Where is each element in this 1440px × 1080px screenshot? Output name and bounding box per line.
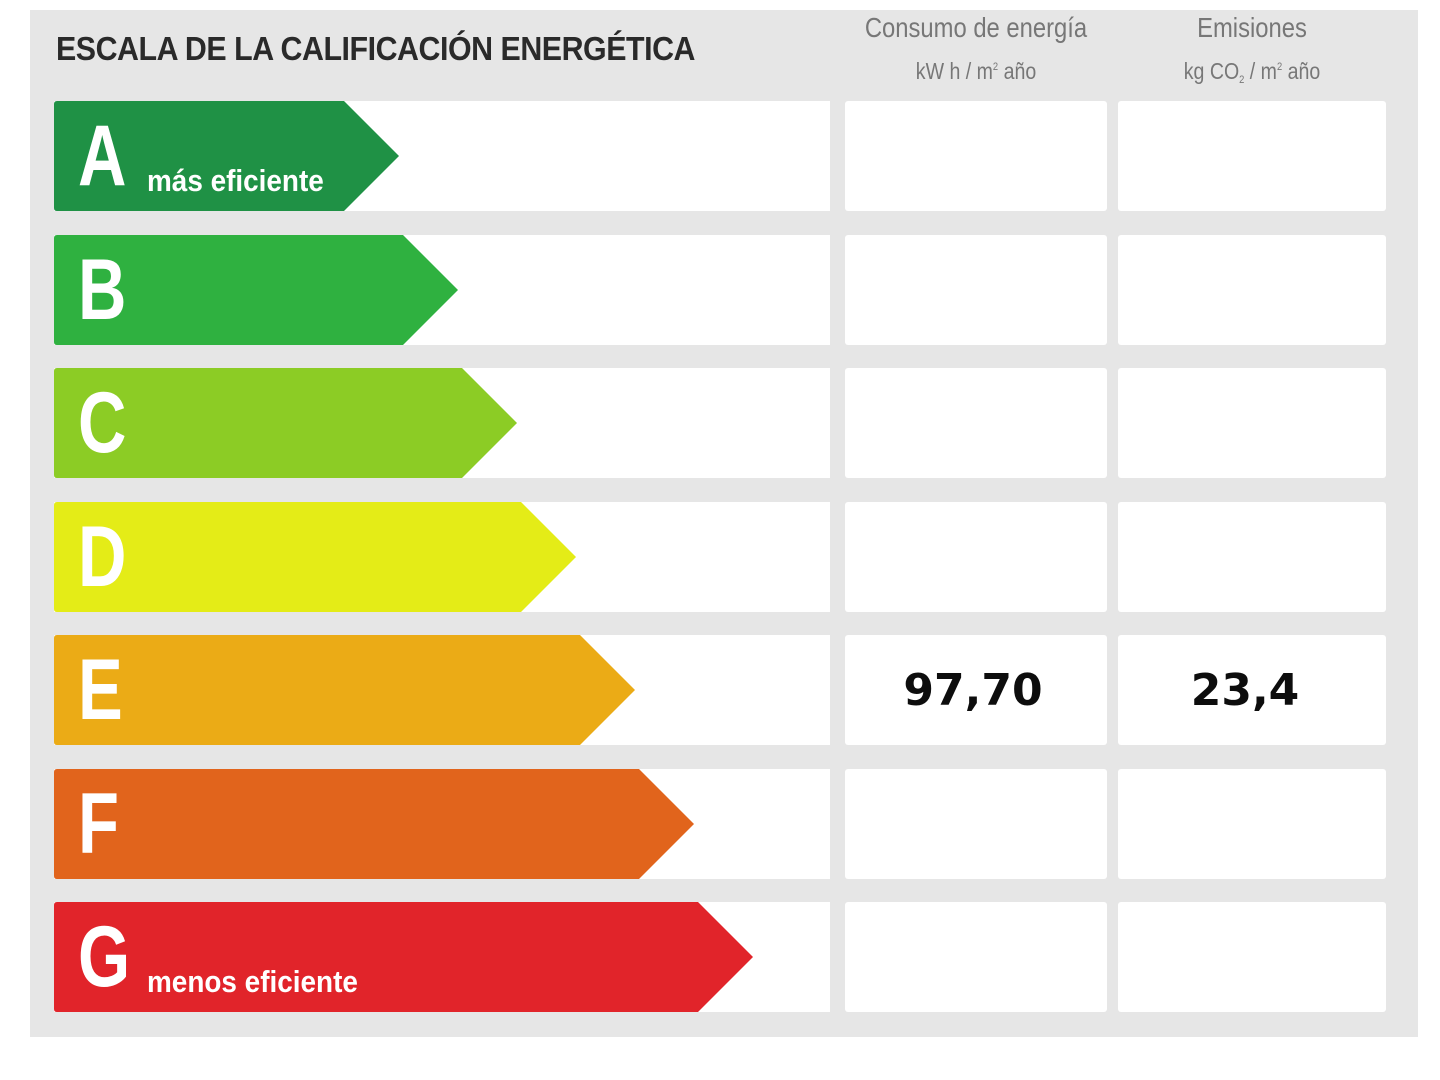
rating-arrow-shape	[54, 502, 576, 612]
emissions-cell	[1118, 769, 1386, 879]
rating-row-e: E 97,70 23,4	[0, 635, 1440, 745]
emissions-cell	[1118, 368, 1386, 478]
emissions-column-unit: kg CO2 / m2 año	[1183, 58, 1321, 86]
rating-letter: G	[78, 909, 131, 1005]
energy-consumption-cell: 97,70	[845, 635, 1107, 745]
rating-arrow-b: B	[0, 235, 460, 345]
energy-consumption-cell	[845, 368, 1107, 478]
rating-arrow-c: C	[0, 368, 519, 478]
energy-consumption-cell	[845, 101, 1107, 211]
rating-arrow-e: E	[0, 635, 637, 745]
emissions-cell	[1118, 235, 1386, 345]
emissions-cell: 23,4	[1118, 635, 1386, 745]
energy-column-title: Consumo de energía	[864, 12, 1088, 43]
rating-arrow-label: menos eficiente	[147, 964, 358, 999]
energy-consumption-cell	[845, 769, 1107, 879]
rating-arrow-shape	[54, 769, 694, 879]
rating-letter: B	[78, 242, 127, 338]
rating-arrow-shape	[54, 101, 399, 211]
rating-letter: D	[78, 509, 127, 605]
emissions-column-header: Emisiones kg CO2 / m2 año	[1118, 12, 1386, 95]
energy-column-header: Consumo de energía kW h / m2 año	[845, 12, 1107, 86]
page-title: ESCALA DE LA CALIFICACIÓN ENERGÉTICA	[56, 30, 695, 67]
rating-letter: F	[78, 776, 119, 872]
energy-consumption-cell	[845, 902, 1107, 1012]
energy-consumption-cell	[845, 235, 1107, 345]
energy-column-unit: kW h / m2 año	[915, 58, 1037, 84]
energy-consumption-value: 97,70	[903, 664, 1043, 716]
emissions-cell	[1118, 101, 1386, 211]
energy-consumption-cell	[845, 502, 1107, 612]
rating-arrow-label: más eficiente	[147, 163, 324, 198]
emissions-value: 23,4	[1190, 664, 1300, 716]
rating-row-f: F	[0, 769, 1440, 879]
rating-arrow-f: F	[0, 769, 696, 879]
emissions-column-title: Emisiones	[1197, 12, 1307, 43]
rating-row-d: D	[0, 502, 1440, 612]
rating-arrow-shape	[54, 902, 753, 1012]
rating-arrow-shape	[54, 368, 517, 478]
rating-arrow-shape	[54, 235, 458, 345]
emissions-cell	[1118, 502, 1386, 612]
rating-row-c: C	[0, 368, 1440, 478]
rating-row-b: B	[0, 235, 1440, 345]
emissions-cell	[1118, 902, 1386, 1012]
rating-arrow-shape	[54, 635, 635, 745]
rating-letter: C	[78, 375, 127, 471]
rating-letter: A	[78, 108, 127, 204]
rating-arrow-d: D	[0, 502, 578, 612]
rating-letter: E	[78, 642, 123, 738]
